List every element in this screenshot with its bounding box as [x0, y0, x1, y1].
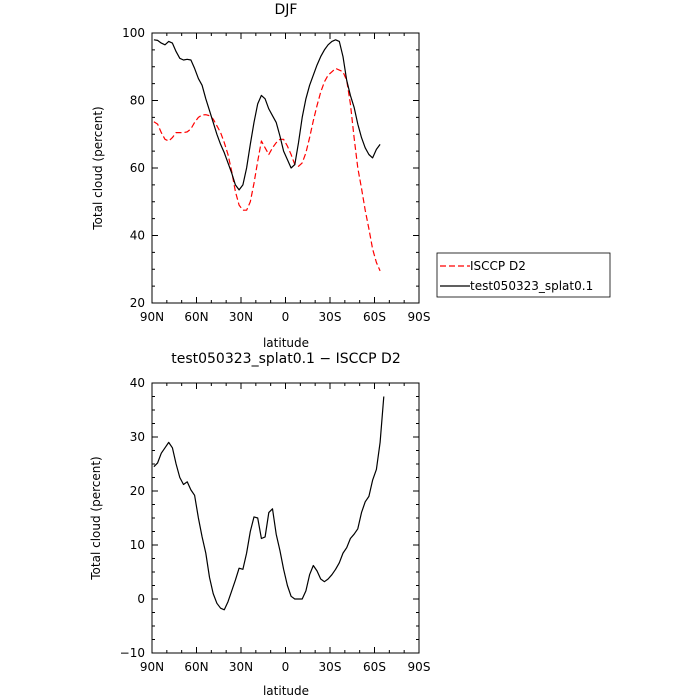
- legend-label-test050323: test050323_splat0.1: [470, 279, 593, 293]
- djf-chart-panel: DJF 90N 60N 30N 0 30S 60S 90S 20 40 60 80 100 lati…: [91, 2, 430, 350]
- djf-chart-title: DJF: [275, 2, 298, 18]
- x-tick-label: 60S: [363, 310, 386, 324]
- djf-series-lines: [153, 39, 381, 272]
- legend-box: [436, 252, 611, 298]
- djf-y-tick-labels: 20 40 60 80 100: [122, 26, 145, 310]
- difference-x-tick-labels: 90N 60N 30N 0 30S 60S 90S: [140, 660, 431, 674]
- y-tick-label: 80: [130, 94, 145, 108]
- y-tick-label: 0: [137, 592, 145, 606]
- x-tick-label: 90S: [408, 310, 431, 324]
- legend-label-isccp-d2: ISCCP D2: [470, 259, 526, 273]
- difference-plot-frame: [151, 382, 420, 654]
- y-tick-label: 30: [130, 430, 145, 444]
- x-tick-label: 30S: [319, 310, 342, 324]
- x-tick-label: 30N: [229, 310, 253, 324]
- difference-series-lines: [153, 396, 385, 611]
- x-tick-label: 0: [282, 660, 290, 674]
- x-tick-label: 0: [282, 310, 290, 324]
- difference-y-tick-labels: −10 0 10 20 30 40: [120, 376, 145, 660]
- y-tick-label: 100: [122, 26, 145, 40]
- y-tick-label: 60: [130, 161, 145, 175]
- difference-chart-panel: test050323_splat0.1 − ISCCP D2 90N 60N 30N…: [89, 351, 430, 698]
- series-line-test050323-splat0-1: [153, 39, 381, 191]
- y-tick-label: −10: [120, 646, 145, 660]
- difference-chart-ticks: [151, 382, 420, 654]
- djf-x-axis-label: latitude: [263, 336, 309, 350]
- djf-chart-ticks: [151, 32, 420, 304]
- y-tick-label: 20: [130, 484, 145, 498]
- x-tick-label: 90N: [140, 310, 164, 324]
- x-tick-label: 30S: [319, 660, 342, 674]
- x-tick-label: 30N: [229, 660, 253, 674]
- difference-x-axis-label: latitude: [263, 684, 309, 698]
- difference-chart-title: test050323_splat0.1 − ISCCP D2: [171, 351, 401, 367]
- x-tick-label: 90S: [408, 660, 431, 674]
- legend: ISCCP D2 test050323_splat0.1: [436, 252, 611, 298]
- y-tick-label: 10: [130, 538, 145, 552]
- y-tick-label: 20: [130, 296, 145, 310]
- x-tick-label: 90N: [140, 660, 164, 674]
- x-tick-label: 60N: [184, 310, 208, 324]
- y-tick-label: 40: [130, 376, 145, 390]
- series-line-difference: [153, 396, 385, 611]
- djf-plot-frame: [151, 32, 420, 304]
- y-tick-label: 40: [130, 229, 145, 243]
- x-tick-label: 60S: [363, 660, 386, 674]
- djf-y-axis-label: Total cloud (percent): [91, 106, 105, 230]
- difference-y-axis-label: Total cloud (percent): [89, 456, 103, 580]
- x-tick-label: 60N: [184, 660, 208, 674]
- series-line-isccp-d2: [153, 67, 381, 272]
- djf-x-tick-labels: 90N 60N 30N 0 30S 60S 90S: [140, 310, 431, 324]
